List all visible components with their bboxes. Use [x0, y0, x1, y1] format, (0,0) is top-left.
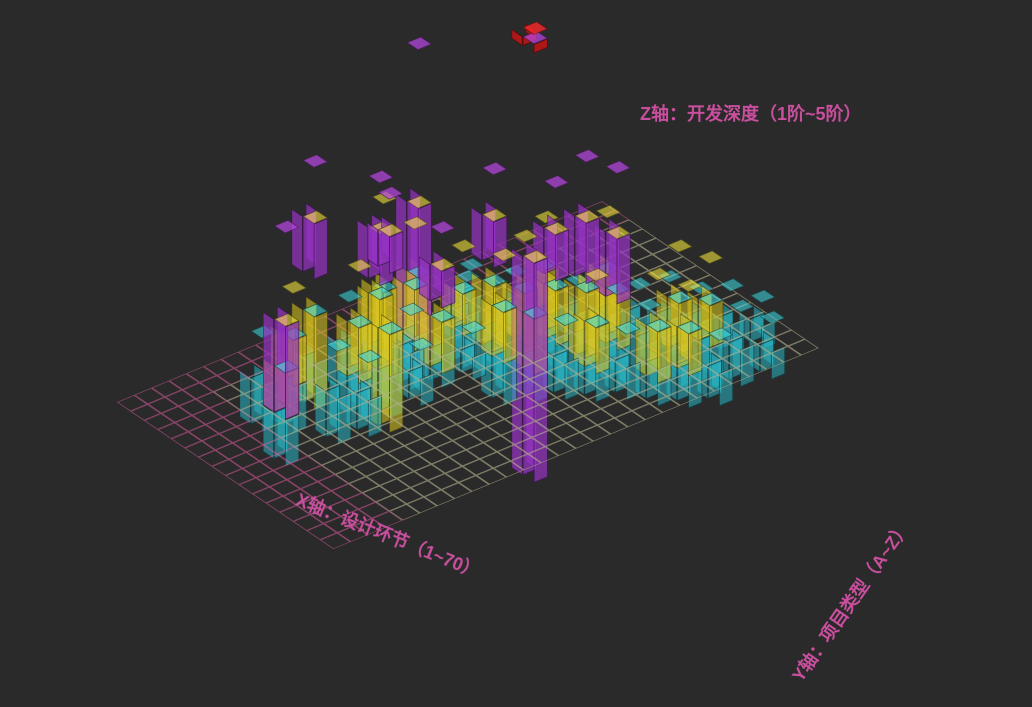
y-axis-label: Y轴：项目类型（A~Z） [785, 516, 916, 687]
z-axis-label: Z轴：开发深度（1阶~5阶） [640, 100, 862, 126]
